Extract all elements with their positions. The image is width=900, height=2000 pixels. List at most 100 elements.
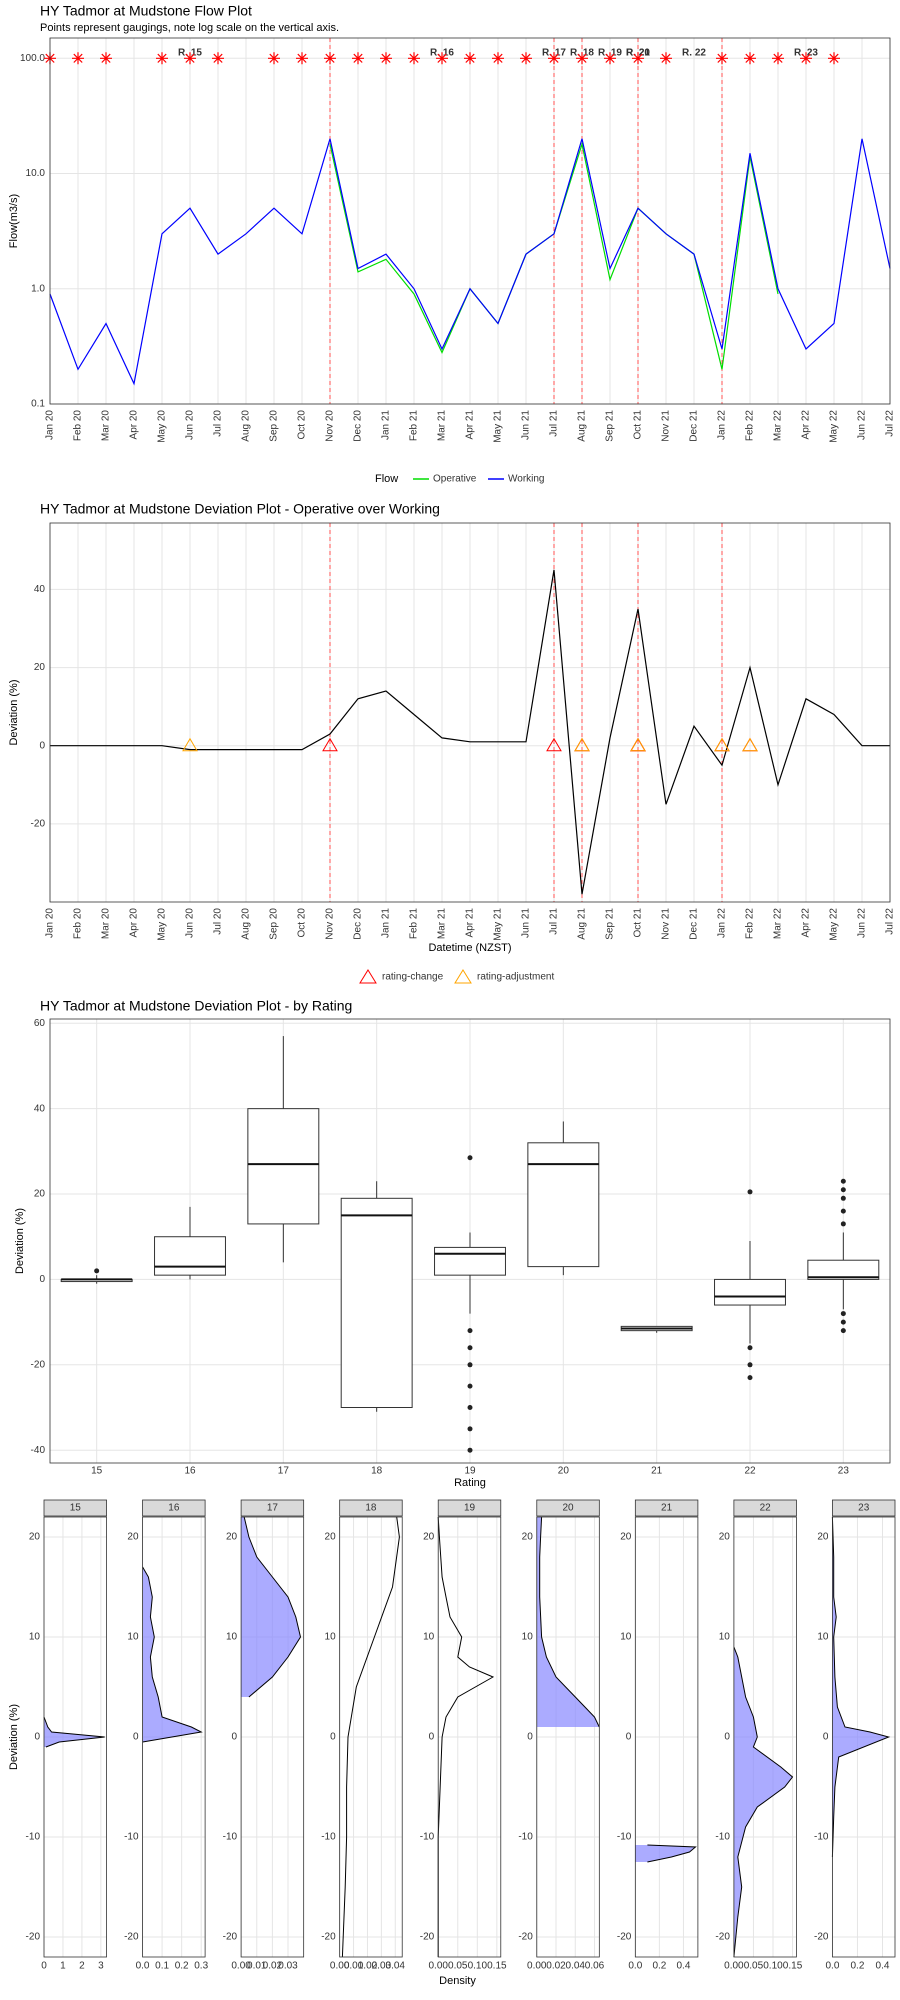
x-tick-label: 0.15 [487, 1961, 507, 1972]
y-tick-label: -10 [321, 1832, 336, 1843]
panel [437, 1516, 502, 1958]
x-tick-label: 2 [79, 1961, 85, 1972]
x-tick-label: 18 [371, 1466, 383, 1477]
strip-label: 17 [267, 1503, 279, 1514]
y-tick-label: 10.0 [26, 168, 46, 179]
outlier [840, 1319, 846, 1325]
y-tick-label: 0 [232, 1732, 238, 1743]
rating-marker [630, 737, 646, 752]
density-line [831, 1516, 891, 1858]
x-tick-label: 0.0 [825, 1961, 839, 1972]
y-tick-label: 60 [34, 1018, 46, 1029]
outlier [467, 1405, 473, 1410]
x-tick-label: Oct 21 [633, 908, 644, 938]
y-tick-label: 0 [823, 1732, 829, 1743]
gauging [100, 52, 112, 65]
outlier [840, 1208, 846, 1214]
x-tick-label: 16 [184, 1466, 196, 1477]
y-tick-label: 0 [429, 1732, 435, 1743]
y-tick-label: 10 [226, 1632, 238, 1643]
x-tick-label: 0.01 [247, 1961, 267, 1972]
outlier [467, 1362, 473, 1368]
chart-title: HY Tadmor at Mudstone Flow Plot [40, 3, 252, 19]
x-tick-label: 0.05 [744, 1961, 764, 1972]
density-area [142, 1567, 202, 1742]
outlier [467, 1155, 473, 1161]
x-tick-label: 0.00 [330, 1961, 350, 1972]
gauging [744, 52, 756, 65]
x-tick-label: Mar 22 [773, 908, 784, 940]
gauging [660, 52, 672, 65]
outlier [840, 1328, 846, 1334]
y-tick-label: 0 [34, 1732, 40, 1743]
y-tick-label: -10 [715, 1832, 730, 1843]
y-tick-label: 20 [325, 1532, 337, 1543]
panel [832, 1516, 896, 1958]
x-tick-label: Oct 20 [297, 410, 308, 440]
legend-title: Flow [375, 473, 398, 485]
x-tick-label: Apr 21 [465, 908, 476, 938]
gauging [772, 52, 784, 65]
outlier [840, 1187, 846, 1193]
gauging [408, 52, 420, 65]
box [340, 1197, 413, 1409]
y-tick-label: -10 [124, 1832, 139, 1843]
x-tick-label: 0.15 [783, 1961, 803, 1972]
y-tick-label: 10 [325, 1632, 337, 1643]
x-tick-label: 0.1 [155, 1961, 169, 1972]
outlier [94, 1268, 100, 1274]
x-tick-label: 0.02 [546, 1961, 566, 1972]
strip [339, 1499, 403, 1517]
x-tick-label: Jan 20 [45, 410, 56, 440]
y-tick-label: -10 [223, 1832, 238, 1843]
y-tick-label: 20 [127, 1532, 139, 1543]
x-tick-label: 0.4 [876, 1961, 890, 1972]
y-tick-label: 0 [133, 1732, 139, 1743]
density-area [44, 1717, 105, 1747]
density-line [437, 1516, 495, 1957]
strip [437, 1499, 502, 1517]
x-tick-label: Feb 21 [409, 908, 420, 940]
density-line [733, 1646, 794, 1958]
outlier [840, 1221, 846, 1227]
gauging [548, 52, 560, 65]
y-tick-label: 20 [423, 1532, 435, 1543]
x-tick-label: Jul 22 [885, 908, 896, 935]
y-tick-label: 10 [719, 1632, 731, 1643]
strip-label: 15 [70, 1503, 82, 1514]
x-tick-label: May 21 [493, 908, 504, 941]
y-tick-label: -20 [617, 1932, 632, 1943]
strip [832, 1499, 896, 1517]
rating-marker [546, 737, 562, 752]
x-axis-label: Datetime (NZST) [428, 942, 511, 954]
gauging [324, 52, 336, 65]
x-tick-label: Dec 20 [353, 908, 364, 940]
gauging [576, 52, 588, 65]
x-tick-label: May 20 [157, 908, 168, 941]
x-tick-label: Jun 22 [857, 908, 868, 938]
y-tick-label: -10 [518, 1832, 533, 1843]
x-tick-label: Jun 22 [857, 410, 868, 440]
x-tick-label: Jan 22 [717, 908, 728, 938]
series-line [49, 138, 891, 386]
x-tick-label: 0.00 [231, 1961, 251, 1972]
strip [536, 1499, 600, 1517]
rating-label: R. 22 [682, 48, 706, 59]
gauging [464, 52, 476, 65]
x-tick-label: 0.10 [468, 1961, 488, 1972]
outlier [467, 1383, 473, 1389]
x-tick-label: 0.0 [628, 1961, 642, 1972]
gauging [716, 52, 728, 65]
y-tick-label: -10 [420, 1832, 435, 1843]
x-tick-label: Apr 22 [801, 410, 812, 440]
y-tick-label: -20 [31, 1359, 46, 1370]
y-tick-label: 10 [29, 1632, 41, 1643]
gauging [380, 52, 392, 65]
strip-label: 18 [365, 1503, 377, 1514]
strip-label: 23 [858, 1503, 870, 1514]
y-tick-label: -40 [31, 1445, 46, 1456]
legend-label: rating-change [382, 972, 444, 983]
density-area [832, 1517, 889, 1857]
x-tick-label: Apr 22 [801, 908, 812, 938]
y-tick-label: 20 [620, 1532, 632, 1543]
